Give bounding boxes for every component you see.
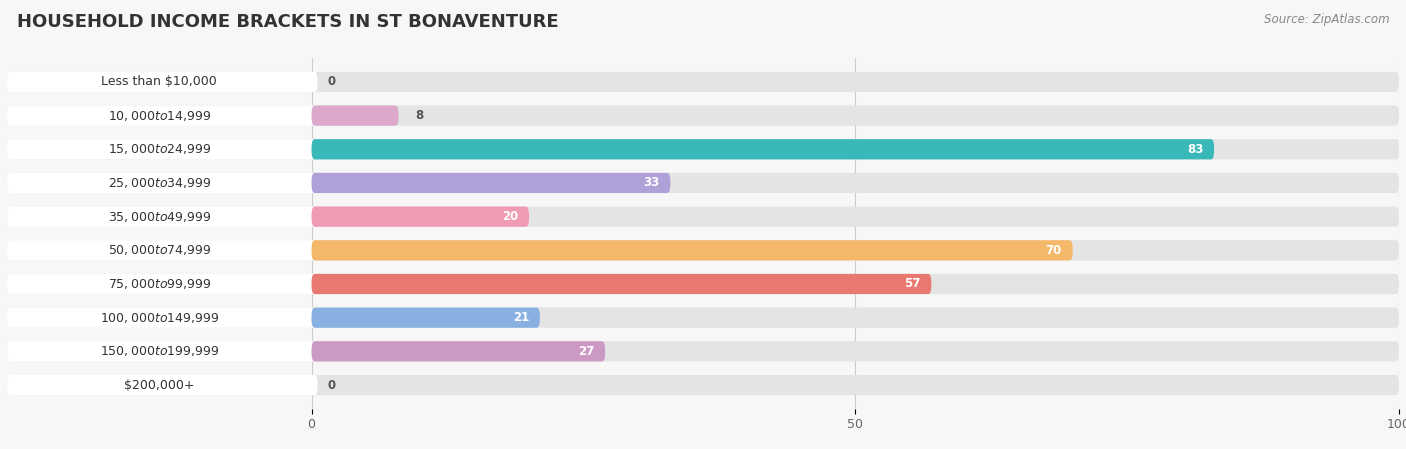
FancyBboxPatch shape	[7, 240, 1399, 260]
Text: $10,000 to $14,999: $10,000 to $14,999	[107, 109, 211, 123]
Text: 0: 0	[328, 75, 336, 88]
FancyBboxPatch shape	[7, 173, 318, 193]
Text: HOUSEHOLD INCOME BRACKETS IN ST BONAVENTURE: HOUSEHOLD INCOME BRACKETS IN ST BONAVENT…	[17, 13, 558, 31]
FancyBboxPatch shape	[312, 308, 540, 328]
Text: 83: 83	[1187, 143, 1204, 156]
Text: $15,000 to $24,999: $15,000 to $24,999	[107, 142, 211, 156]
FancyBboxPatch shape	[312, 274, 931, 294]
FancyBboxPatch shape	[7, 274, 1399, 294]
FancyBboxPatch shape	[7, 106, 318, 126]
FancyBboxPatch shape	[7, 341, 318, 361]
FancyBboxPatch shape	[7, 139, 1399, 159]
FancyBboxPatch shape	[7, 341, 1399, 361]
Text: 21: 21	[513, 311, 529, 324]
FancyBboxPatch shape	[7, 173, 1399, 193]
FancyBboxPatch shape	[7, 240, 318, 260]
Text: 57: 57	[904, 277, 921, 291]
FancyBboxPatch shape	[312, 139, 1215, 159]
FancyBboxPatch shape	[312, 173, 671, 193]
FancyBboxPatch shape	[312, 207, 529, 227]
FancyBboxPatch shape	[7, 375, 1399, 395]
Text: 27: 27	[578, 345, 595, 358]
Text: $50,000 to $74,999: $50,000 to $74,999	[107, 243, 211, 257]
Text: 33: 33	[644, 176, 659, 189]
Text: 8: 8	[415, 109, 423, 122]
Text: 20: 20	[502, 210, 519, 223]
Text: Less than $10,000: Less than $10,000	[101, 75, 217, 88]
FancyBboxPatch shape	[312, 341, 605, 361]
Text: $100,000 to $149,999: $100,000 to $149,999	[100, 311, 219, 325]
Text: Source: ZipAtlas.com: Source: ZipAtlas.com	[1264, 13, 1389, 26]
FancyBboxPatch shape	[7, 72, 318, 92]
FancyBboxPatch shape	[7, 308, 318, 328]
FancyBboxPatch shape	[7, 375, 318, 395]
Text: 70: 70	[1046, 244, 1062, 257]
Text: $25,000 to $34,999: $25,000 to $34,999	[107, 176, 211, 190]
FancyBboxPatch shape	[7, 139, 318, 159]
FancyBboxPatch shape	[7, 72, 1399, 92]
FancyBboxPatch shape	[7, 308, 1399, 328]
Text: 0: 0	[328, 379, 336, 392]
FancyBboxPatch shape	[312, 240, 1073, 260]
Text: $200,000+: $200,000+	[124, 379, 194, 392]
Text: $75,000 to $99,999: $75,000 to $99,999	[107, 277, 211, 291]
FancyBboxPatch shape	[7, 207, 1399, 227]
FancyBboxPatch shape	[7, 106, 1399, 126]
FancyBboxPatch shape	[7, 274, 318, 294]
Text: $150,000 to $199,999: $150,000 to $199,999	[100, 344, 219, 358]
FancyBboxPatch shape	[7, 207, 318, 227]
Text: $35,000 to $49,999: $35,000 to $49,999	[107, 210, 211, 224]
FancyBboxPatch shape	[312, 106, 398, 126]
